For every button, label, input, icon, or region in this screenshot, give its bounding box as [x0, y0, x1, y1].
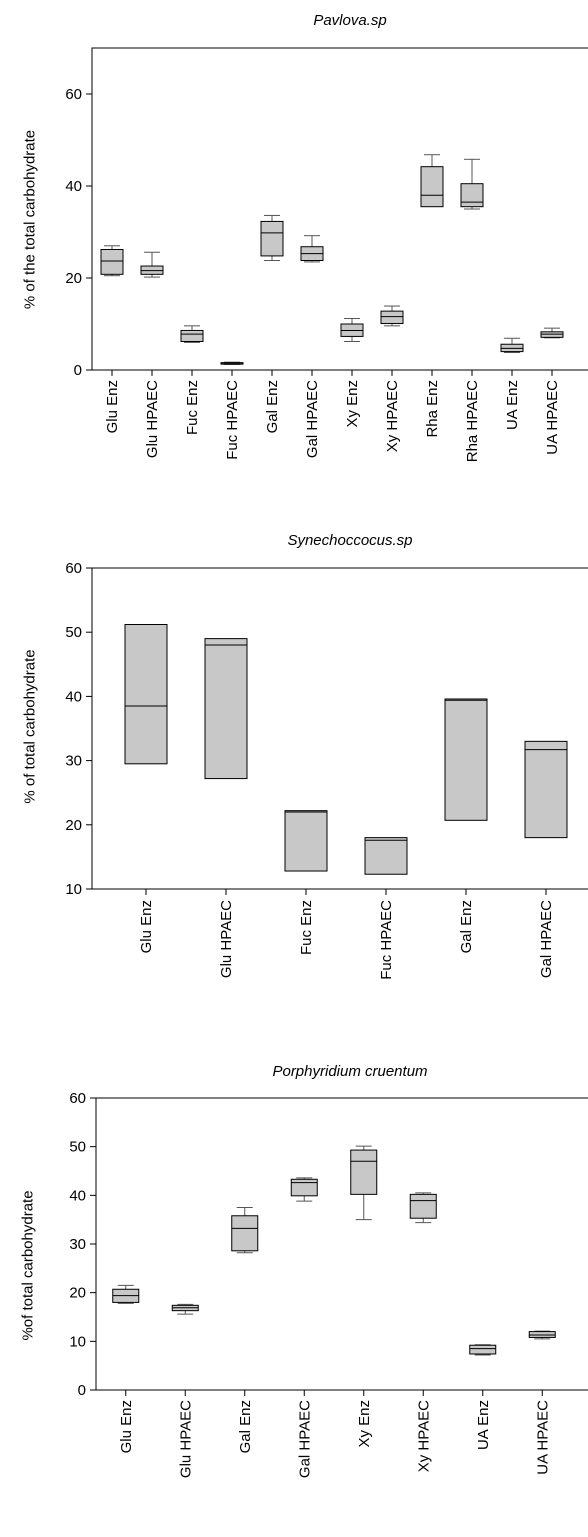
box-gal-enz — [260, 214, 284, 262]
box-iqr — [350, 1149, 378, 1195]
y-tick-label: 60 — [69, 1090, 86, 1107]
box-gal-hpaec — [524, 740, 568, 839]
x-tick-label: Glu HPAEC — [218, 900, 235, 978]
box-gal-hpaec — [290, 1177, 318, 1202]
y-tick-label: 40 — [65, 688, 82, 705]
box-iqr — [420, 166, 444, 208]
chart-title: Porphyridium cruentum — [272, 1063, 428, 1080]
x-tick-label: UA HPAEC — [534, 1400, 551, 1475]
box-ua-enz — [469, 1344, 497, 1356]
box-xy-hpaec — [409, 1192, 437, 1224]
box-iqr — [528, 1331, 556, 1338]
x-tick-label: Xy Enz — [344, 380, 361, 428]
x-tick-label: Gal Enz — [458, 900, 475, 953]
plot-frame — [91, 47, 588, 371]
y-axis-label: %of total carbohydrate — [19, 1190, 37, 1341]
y-tick-label: 40 — [65, 178, 82, 195]
y-tick-label: 10 — [65, 881, 82, 898]
box-fuc-enz — [284, 810, 328, 872]
x-tick-label: Fuc HPAEC — [224, 380, 241, 460]
box-iqr — [171, 1304, 199, 1312]
box-ua-hpaec — [528, 1330, 556, 1340]
box-fuc-hpaec — [364, 837, 408, 875]
x-tick-label: Xy HPAEC — [415, 1400, 432, 1472]
x-tick-label: Gal Enz — [264, 380, 281, 433]
x-tick-label: Glu HPAEC — [144, 380, 161, 458]
box-iqr — [444, 698, 488, 821]
box-iqr — [290, 1178, 318, 1197]
x-tick-label: Gal HPAEC — [538, 900, 555, 978]
box-glu-hpaec — [171, 1303, 199, 1315]
box-iqr — [100, 248, 124, 275]
y-tick-label: 30 — [65, 753, 82, 770]
y-tick-label: 50 — [69, 1139, 86, 1156]
x-tick-label: Xy Enz — [356, 1400, 373, 1448]
box-iqr — [260, 220, 284, 257]
y-tick-label: 60 — [65, 560, 82, 577]
x-tick-label: Glu Enz — [138, 900, 155, 953]
chart-panel-pavlova: Pavlova.sp % of the total carbohydrate 0… — [0, 0, 588, 490]
y-tick-label: 20 — [69, 1285, 86, 1302]
y-tick-label: 0 — [74, 362, 82, 379]
box-glu-enz — [124, 623, 168, 765]
chart-title: Synechoccocus.sp — [287, 532, 413, 549]
plot-frame — [91, 567, 588, 890]
y-tick-label: 20 — [65, 817, 82, 834]
box-iqr — [112, 1288, 140, 1303]
x-tick-label: Gal HPAEC — [296, 1400, 313, 1478]
y-tick-label: 10 — [69, 1333, 86, 1350]
box-glu-enz — [112, 1284, 140, 1304]
box-iqr — [124, 623, 168, 765]
box-xy-enz — [340, 317, 364, 342]
box-glu-enz — [100, 245, 124, 277]
box-gal-enz — [444, 698, 488, 821]
x-tick-label: Rha Enz — [424, 380, 441, 438]
box-fuc-hpaec — [220, 361, 244, 365]
x-tick-label: UA Enz — [504, 380, 521, 430]
x-tick-label: Rha HPAEC — [464, 380, 481, 462]
box-iqr — [469, 1344, 497, 1355]
x-tick-label: Glu Enz — [118, 1400, 135, 1453]
x-tick-label: Glu Enz — [104, 380, 121, 433]
box-iqr — [460, 183, 484, 208]
box-glu-hpaec — [204, 638, 248, 780]
x-tick-label: Xy HPAEC — [384, 380, 401, 452]
box-iqr — [364, 837, 408, 875]
box-rha-hpaec — [460, 158, 484, 210]
box-iqr — [204, 638, 248, 780]
y-tick-label: 0 — [78, 1382, 86, 1399]
box-iqr — [284, 810, 328, 872]
y-tick-label: 40 — [69, 1187, 86, 1204]
box-iqr — [409, 1193, 437, 1219]
box-iqr — [380, 310, 404, 325]
x-tick-label: UA HPAEC — [544, 380, 561, 455]
x-tick-label: Fuc HPAEC — [378, 900, 395, 980]
box-gal-hpaec — [300, 235, 324, 263]
x-tick-label: UA Enz — [475, 1400, 492, 1450]
x-tick-label: Glu HPAEC — [177, 1400, 194, 1478]
box-fuc-enz — [180, 325, 204, 343]
x-tick-label: Fuc Enz — [184, 380, 201, 435]
box-plot-pavlova: 0 20 40 60 Glu Enz Glu HPAEC Fuc Enz Fuc HPAEC G… — [65, 47, 588, 462]
y-tick-label: 30 — [69, 1236, 86, 1253]
box-iqr — [524, 740, 568, 839]
box-gal-enz — [231, 1207, 259, 1254]
box-rha-enz — [420, 154, 444, 208]
box-xy-hpaec — [380, 305, 404, 327]
box-xy-enz — [350, 1145, 378, 1221]
chart-title: Pavlova.sp — [313, 12, 387, 29]
y-tick-label: 20 — [65, 270, 82, 287]
y-axis-label: % of total carbohydrate — [21, 649, 39, 804]
x-tick-label: Fuc Enz — [298, 900, 315, 955]
box-glu-hpaec — [140, 251, 164, 278]
box-iqr — [231, 1215, 259, 1252]
y-tick-label: 50 — [65, 624, 82, 641]
plot-frame — [95, 1097, 588, 1391]
x-tick-label: Gal HPAEC — [304, 380, 321, 458]
x-tick-label: Gal Enz — [237, 1400, 254, 1453]
box-ua-enz — [500, 337, 524, 354]
y-tick-label: 60 — [65, 86, 82, 103]
box-ua-hpaec — [540, 327, 564, 339]
box-iqr — [180, 329, 204, 342]
